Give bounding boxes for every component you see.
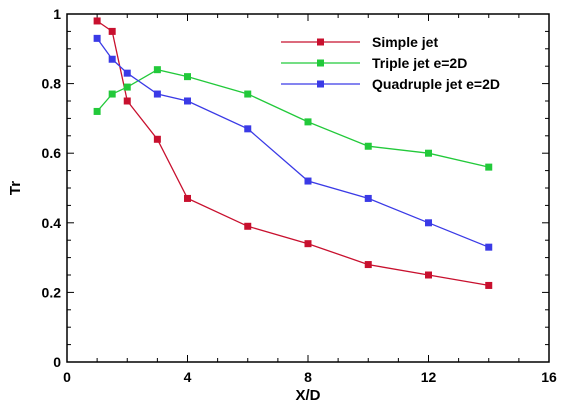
legend-marker [317, 38, 324, 46]
data-point-marker [425, 271, 432, 279]
data-point-marker [425, 219, 432, 227]
data-point-marker [304, 177, 312, 185]
data-point-marker [93, 17, 101, 25]
y-axis-title: Tr [7, 181, 24, 195]
data-point-marker [304, 240, 312, 248]
x-tick-label: 4 [184, 369, 192, 385]
data-point-marker [364, 194, 372, 202]
data-point-marker [485, 243, 493, 251]
tick-labels: 0 4 8 12 16 0 0.2 0.4 0.6 0.8 1 [42, 6, 557, 385]
data-point-marker [485, 163, 493, 171]
data-point-marker [184, 194, 191, 202]
x-tick-label: 8 [304, 369, 312, 385]
data-point-marker [108, 27, 116, 35]
legend-marker [317, 59, 324, 67]
data-point-marker [425, 149, 432, 157]
data-point-marker [244, 90, 252, 98]
data-point-marker [485, 281, 493, 289]
data-point-marker [304, 118, 312, 126]
y-tick-label: 0.6 [42, 145, 62, 161]
data-point-marker [123, 97, 131, 105]
legend-label: Simple jet [372, 34, 438, 50]
y-tick-label: 0 [53, 354, 61, 370]
series-line [96, 69, 489, 168]
x-tick-label: 12 [421, 369, 437, 385]
data-point-marker [93, 34, 101, 42]
data-point-marker [184, 97, 191, 105]
data-point-marker [93, 107, 101, 115]
legend-item: Simple jet [281, 34, 438, 50]
data-point-marker [244, 125, 252, 133]
data-point-marker [153, 90, 161, 98]
plot-area-frame [66, 13, 550, 363]
data-point-marker [244, 222, 252, 230]
legend: Simple jet Triple jet e=2D Quadruple jet e… [281, 34, 500, 92]
data-point-marker [123, 69, 131, 77]
legend-label: Triple jet e=2D [372, 55, 467, 71]
data-point-marker [123, 83, 131, 91]
y-tick-label: 0.8 [42, 76, 62, 92]
series-line [96, 38, 490, 248]
y-tick-label: 1 [53, 6, 61, 22]
y-tick-label: 0.4 [42, 215, 62, 231]
series-3 [93, 34, 493, 251]
data-point-marker [364, 261, 372, 269]
axis-ticks [66, 13, 550, 363]
data-point-marker [153, 66, 161, 74]
data-point-marker [153, 135, 161, 143]
legend-item: Quadruple jet e=2D [281, 76, 500, 92]
x-tick-label: 16 [541, 369, 557, 385]
legend-label: Quadruple jet e=2D [372, 76, 500, 92]
series-group [93, 17, 493, 289]
data-point-marker [364, 142, 372, 150]
series-2 [93, 66, 493, 171]
legend-marker [317, 80, 324, 88]
data-point-marker [184, 73, 191, 81]
data-point-marker [108, 55, 116, 63]
y-tick-label: 0.2 [42, 284, 62, 300]
data-point-marker [108, 90, 116, 98]
legend-item: Triple jet e=2D [281, 55, 467, 71]
x-axis-title: X/D [295, 387, 320, 404]
x-tick-label: 0 [63, 369, 71, 385]
